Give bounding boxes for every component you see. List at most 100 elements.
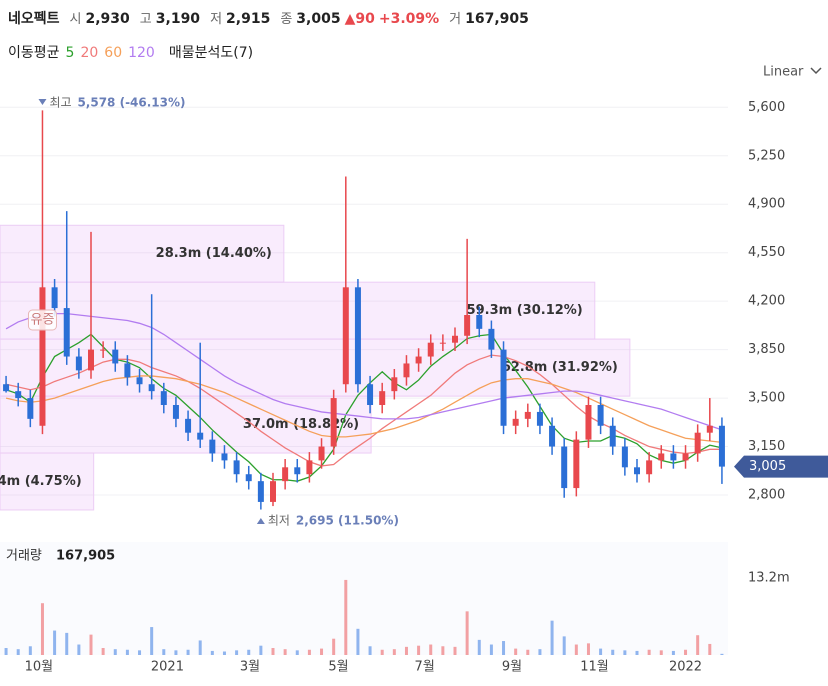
profile-box (0, 281, 596, 340)
label: 저 (210, 12, 223, 27)
volume-bar (404, 646, 408, 655)
volume-bar (344, 579, 348, 655)
candle-body (270, 481, 276, 502)
profile-label[interactable]: 매물분석도(7) (168, 45, 254, 61)
candle-body (148, 384, 155, 392)
volume-bar (708, 643, 712, 655)
candle-body (391, 377, 398, 392)
volume-bar (380, 649, 384, 655)
volume-bar (53, 630, 57, 655)
candle-body (124, 363, 131, 378)
volume-bar (441, 646, 445, 655)
volume-bar (186, 649, 190, 655)
volume-bar (138, 650, 142, 655)
volume-bar (332, 638, 336, 655)
profile-label: 28.3m (14.40%) (156, 246, 272, 261)
candle-body (561, 446, 568, 489)
candle-body (536, 411, 543, 426)
scale-button[interactable]: Linear (763, 65, 804, 80)
ma-label[interactable]: 이동평균 (8, 45, 60, 61)
candle-body (427, 342, 434, 357)
volume-bar (307, 649, 311, 655)
volume-bar (586, 643, 590, 655)
candle-body (609, 425, 616, 447)
x-tick-label: 11월 (580, 660, 609, 675)
candle-body (646, 460, 653, 475)
candle-body (694, 432, 701, 454)
value: 2,930 (85, 11, 130, 27)
legend-entry: 120 (128, 45, 155, 61)
candle-body (670, 453, 677, 461)
candle-body (306, 460, 313, 475)
volume-bar (101, 648, 105, 655)
candle-body (621, 446, 628, 468)
profile-label: 62.8m (31.92%) (502, 360, 618, 375)
y-tick-label: 4,200 (748, 294, 785, 309)
candle-body (403, 363, 410, 378)
candle-body (634, 467, 640, 475)
candle-body (439, 342, 446, 344)
x-tick-label: 2021 (151, 660, 184, 675)
candle-body (524, 411, 531, 419)
x-tick-label: 10월 (25, 660, 54, 675)
y-tick-label: 5,600 (748, 100, 785, 115)
legend-entry: 20 (80, 45, 99, 61)
volume-bar (623, 650, 627, 655)
volume-bar (271, 648, 275, 655)
event-box (27, 309, 57, 331)
candle-body (257, 481, 264, 502)
volume-bar (502, 641, 506, 655)
ma-line (5, 312, 723, 431)
y-tick-label: 4,550 (748, 245, 785, 260)
candle-body (573, 439, 580, 489)
volume-bar (635, 650, 639, 655)
volume-bar (465, 611, 469, 655)
candle-body (585, 405, 592, 440)
volume-bar (611, 649, 615, 655)
candle-body (27, 398, 34, 419)
candle-body (706, 425, 713, 433)
volume-bar (562, 636, 566, 655)
candle-body (379, 391, 386, 405)
volume-bar (77, 644, 81, 655)
label: 시 (69, 12, 82, 27)
volume-bar (283, 649, 287, 655)
candle-body (160, 391, 167, 405)
y-tick-label: 3,850 (748, 342, 785, 357)
candle-body (367, 384, 374, 405)
volume-bar (684, 649, 688, 655)
volume-bar (198, 640, 202, 655)
y-tick-label: 4,900 (748, 197, 785, 212)
label: 고 (139, 12, 152, 27)
y-tick-label: 3,150 (748, 439, 785, 454)
candle-body (597, 405, 604, 426)
value: 3,005 (296, 11, 341, 27)
indicator-row: 이동평균 5 20 60 120 매물분석도(7) (8, 42, 253, 62)
x-tick-label: 5월 (328, 660, 348, 675)
candle-body (100, 349, 107, 351)
candle-body (51, 287, 58, 309)
volume-bar (89, 634, 93, 655)
candle-body (39, 287, 46, 426)
candle-body (464, 315, 471, 336)
candle-body (718, 425, 725, 467)
legend-entry: 5 (65, 45, 75, 61)
volume-bar (599, 648, 603, 655)
volume-bar (125, 649, 129, 655)
volume-bar (40, 603, 44, 655)
candle-body (282, 467, 289, 482)
candle-body (682, 453, 689, 461)
value: 167,905 (465, 11, 529, 27)
ma-line (5, 333, 723, 482)
x-tick-label: 7월 (415, 660, 435, 675)
volume-bar (222, 651, 226, 655)
volume-tick-label: 13.2m (748, 571, 790, 586)
candle-body (136, 377, 143, 385)
volume-bar (720, 653, 724, 655)
candle-body (549, 425, 556, 447)
candle-body (452, 335, 458, 343)
volume-bar (150, 627, 154, 655)
volume-bar (320, 648, 324, 655)
chevron[interactable] (810, 67, 822, 75)
